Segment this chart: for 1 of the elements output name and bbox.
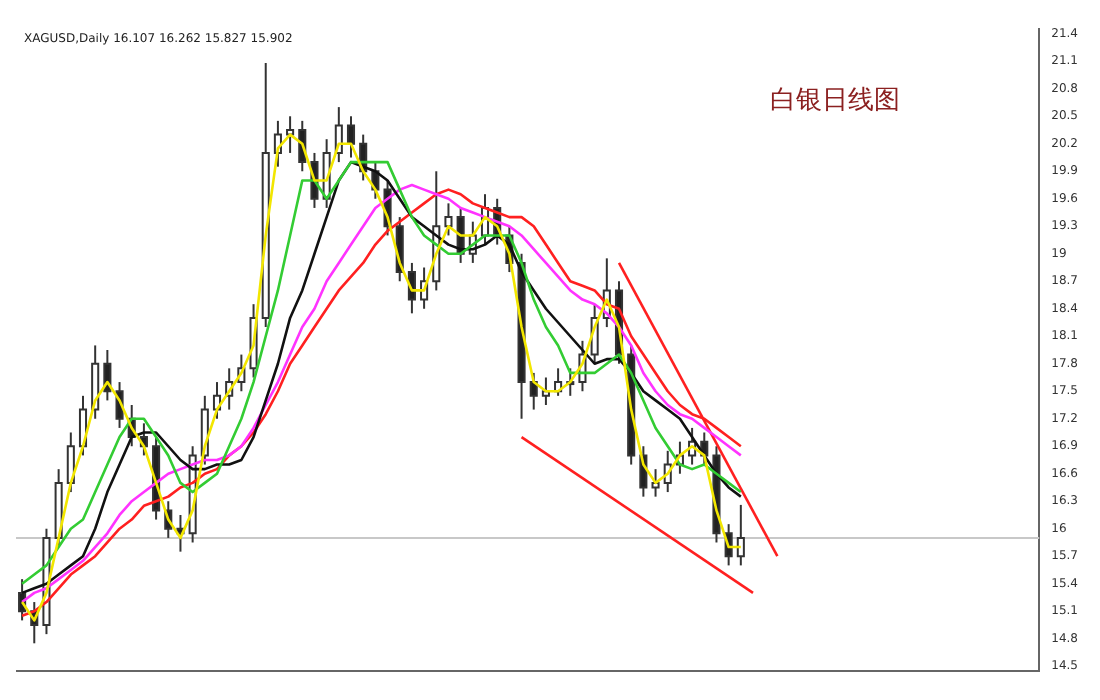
text: 白银日线图: [769, 85, 900, 116]
